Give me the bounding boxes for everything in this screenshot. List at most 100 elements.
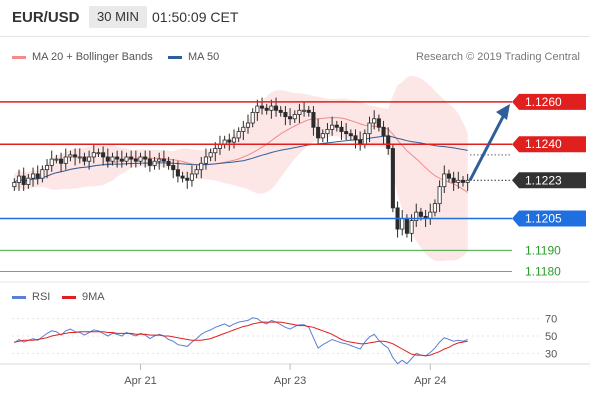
candle-body [325,128,330,135]
candle-body [278,109,283,113]
candle-body [115,156,120,160]
candle-body [189,173,194,181]
candle-body [133,158,138,162]
candle-body [456,179,461,183]
candle-body [26,177,31,185]
candle-body [292,114,297,120]
candle-body [199,162,204,171]
candle-body [460,179,466,183]
candle-body [175,169,180,177]
candle-body [376,118,381,128]
rsi-label: RSI [32,291,51,303]
ma9-swatch [62,295,76,299]
candle-body [119,158,124,162]
rsi-tick-label: 30 [545,348,557,360]
candle-body [236,131,241,139]
candle-body [143,156,148,160]
candle-body [414,211,419,222]
candle-body [404,218,409,234]
candle-body [362,133,367,145]
candle-body [465,179,470,183]
legend-rsi: RSI [12,291,50,303]
symbol-label: EUR/USD [12,9,80,26]
candle-body [302,109,307,112]
rsi-swatch [12,295,26,299]
candle-body [49,158,54,166]
level-tag [512,172,586,189]
candle-body [208,152,213,158]
candle-body [101,152,106,158]
candle-body [451,177,456,183]
candle-body [40,169,45,179]
candle-body [339,126,344,132]
candle-body [16,175,22,183]
time-label: 01:50:09 CET [152,9,239,25]
candle-body [274,105,279,111]
candle-body [334,124,339,128]
candle-body [152,160,157,166]
candle-body [180,175,185,179]
timeframe-button[interactable]: 30 MIN [89,6,147,28]
candle-body [330,124,335,130]
candle-body [269,105,274,111]
candle-body [259,105,265,109]
candle-body [105,156,110,162]
level-label: 1.1240 [525,137,562,151]
candle-body [166,160,171,166]
chart-header: EUR/USD 30 MIN 01:50:09 CET [0,0,590,37]
rsi-tick-label: 50 [545,331,557,343]
candle-body [194,169,199,175]
candle-body [381,126,386,137]
candle-body [54,158,59,161]
candle-body [372,118,377,124]
candle-body [245,122,251,128]
candle-body [96,152,101,155]
candle-body [227,139,232,143]
candle-body [171,165,176,171]
ma50-label: MA 50 [188,51,220,63]
candle-body [129,156,134,160]
legend-ma20: MA 20 + Bollinger Bands [12,51,153,63]
candle-body [409,220,414,234]
forecast-arrow [468,112,507,181]
rsi-tick-label: 70 [545,314,557,326]
candle-body [348,133,353,137]
level-tag [512,93,586,110]
candle-body [311,112,316,128]
time-tick-label: Apr 21 [124,375,156,387]
candle-body [12,182,17,188]
candle-body [68,154,73,158]
candle-body [185,177,190,181]
candle-body [161,158,166,162]
ma50-line [14,135,468,183]
legend-ma50: MA 50 [168,51,219,63]
level-tag [512,210,586,227]
candle-body [82,156,87,162]
level-label: 1.1260 [525,95,562,109]
candle-body [213,148,218,154]
legend-ma9: 9MA [62,291,105,303]
candle-body [367,122,372,135]
candle-body [390,148,395,209]
candle-body [21,175,26,185]
time-tick-label: Apr 24 [414,375,446,387]
candle-body [386,135,391,149]
candle-body [446,173,452,179]
bollinger-band [14,75,468,262]
level-label: 1.1180 [525,265,561,279]
level-tag [512,136,586,153]
candle-body [264,107,269,111]
ma20-swatch [12,55,26,59]
candle-body [344,131,349,135]
rsi-line [14,317,468,365]
candle-body [353,135,358,141]
candle-body [255,105,260,113]
candle-body [45,165,50,171]
candle-body [250,112,255,124]
ma9-label: 9MA [82,291,105,303]
candle-body [231,137,237,143]
forecast-arrow-head [496,103,510,120]
candle-body [437,186,442,205]
candle-body [110,156,115,162]
